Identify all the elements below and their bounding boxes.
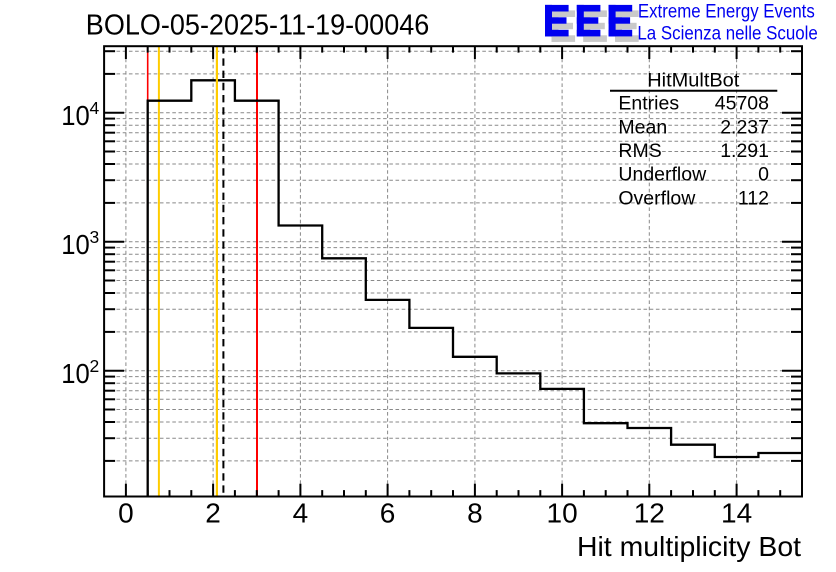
svg-text:12: 12 bbox=[634, 498, 665, 529]
svg-text:Mean: Mean bbox=[618, 116, 667, 138]
svg-text:112: 112 bbox=[738, 187, 769, 209]
svg-text:Underflow: Underflow bbox=[618, 164, 707, 186]
svg-text:Hit multiplicity Bot: Hit multiplicity Bot bbox=[577, 531, 801, 562]
svg-text:10: 10 bbox=[61, 100, 90, 131]
svg-text:0: 0 bbox=[118, 498, 134, 529]
svg-text:10: 10 bbox=[547, 498, 578, 529]
svg-text:2.237: 2.237 bbox=[720, 116, 769, 138]
svg-text:HitMultBot: HitMultBot bbox=[647, 69, 740, 91]
svg-text:1.291: 1.291 bbox=[720, 140, 769, 162]
svg-text:4: 4 bbox=[90, 98, 100, 118]
svg-text:14: 14 bbox=[721, 498, 752, 529]
svg-text:BOLO-05-2025-11-19-00046: BOLO-05-2025-11-19-00046 bbox=[86, 9, 430, 41]
svg-text:10: 10 bbox=[61, 229, 90, 260]
svg-text:4: 4 bbox=[293, 498, 309, 529]
svg-text:10: 10 bbox=[61, 358, 90, 389]
svg-text:Overflow: Overflow bbox=[618, 187, 696, 209]
svg-text:2: 2 bbox=[205, 498, 221, 529]
svg-text:RMS: RMS bbox=[618, 140, 661, 162]
svg-text:Extreme Energy Events: Extreme Energy Events bbox=[638, 0, 815, 22]
svg-text:La Scienza nelle Scuole: La Scienza nelle Scuole bbox=[637, 22, 817, 44]
svg-text:Entries: Entries bbox=[618, 93, 679, 115]
svg-text:3: 3 bbox=[90, 227, 100, 247]
svg-text:2: 2 bbox=[90, 356, 100, 376]
svg-text:6: 6 bbox=[380, 498, 396, 529]
svg-text:45708: 45708 bbox=[715, 93, 769, 115]
svg-text:8: 8 bbox=[467, 498, 483, 529]
svg-text:0: 0 bbox=[758, 164, 769, 186]
